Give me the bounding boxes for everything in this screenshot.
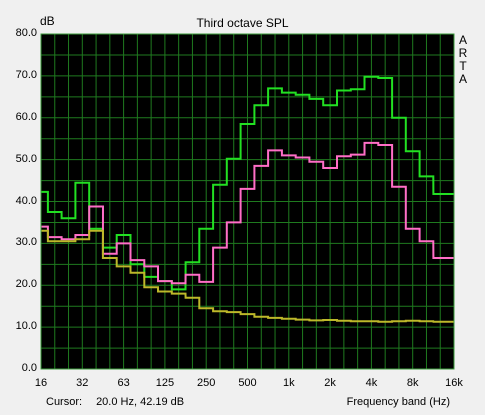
x-tick-label: 32	[76, 377, 89, 389]
plot-border	[40, 33, 455, 370]
y-tick-label: 10.0	[15, 320, 37, 333]
x-axis-label: Frequency band (Hz)	[346, 396, 450, 408]
chart-title: Third octave SPL	[196, 16, 289, 30]
y-tick-label: 0.0	[21, 362, 37, 374]
cursor-readout: Cursor: 20.0 Hz, 42.19 dB	[46, 396, 184, 408]
x-tick-label: 4k	[365, 377, 378, 389]
x-tick-label: 8k	[406, 377, 419, 389]
x-tick-label: 63	[117, 377, 130, 389]
x-tick-label: 16	[34, 377, 48, 389]
x-tick-label: 1k	[282, 377, 295, 389]
x-tick-label: 16k	[445, 377, 463, 389]
series-group	[41, 75, 454, 323]
y-tick-label: 30.0	[15, 236, 37, 249]
brand-letter: A	[458, 33, 467, 47]
x-tick-label: 125	[155, 377, 175, 389]
y-axis-unit: dB	[40, 14, 55, 28]
x-tick-label: 500	[238, 377, 257, 389]
brand-letter: T	[459, 59, 467, 73]
y-tick-label: 50.0	[15, 152, 37, 165]
x-tick-label: 250	[197, 377, 216, 389]
y-tick-label: 70.0	[15, 68, 37, 81]
y-tick-label: 20.0	[15, 278, 37, 291]
series-line-3	[41, 229, 454, 323]
brand-letter: R	[458, 46, 468, 60]
y-tick-label: 80.0	[15, 27, 37, 39]
cursor-label: Cursor:	[46, 396, 83, 408]
x-tick-label: 2k	[324, 377, 336, 389]
y-tick-label: 40.0	[15, 194, 37, 207]
arta-logo: A R T A	[458, 34, 468, 86]
brand-letter: A	[458, 72, 467, 86]
y-tick-label: 60.0	[15, 110, 37, 123]
cursor-value: 20.0 Hz, 42.19 dB	[96, 396, 185, 408]
